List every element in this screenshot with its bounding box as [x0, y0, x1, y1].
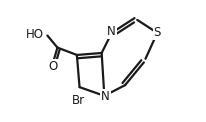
Text: HO: HO — [26, 28, 44, 41]
Text: S: S — [154, 26, 161, 39]
Text: N: N — [101, 90, 110, 103]
Text: Br: Br — [72, 94, 85, 107]
Text: O: O — [48, 60, 57, 73]
Text: N: N — [107, 25, 116, 38]
